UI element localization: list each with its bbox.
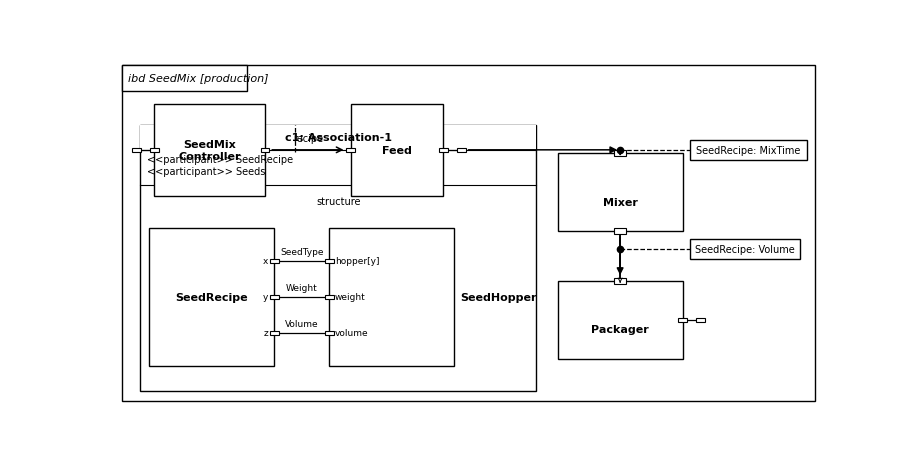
Text: weight: weight (335, 293, 366, 302)
Text: volume: volume (335, 329, 368, 337)
Bar (150, 148, 158, 153)
Text: Feed: Feed (382, 146, 412, 156)
Bar (330, 228, 454, 366)
Bar (439, 148, 448, 153)
Bar (140, 126, 536, 391)
Text: x: x (263, 257, 269, 266)
Bar (325, 259, 333, 263)
Bar (325, 295, 333, 299)
Bar (270, 331, 278, 335)
Bar (614, 278, 626, 284)
Bar (149, 228, 274, 366)
Bar (155, 105, 265, 196)
Text: structure: structure (316, 196, 360, 207)
Text: c1: Association-1: c1: Association-1 (285, 133, 391, 143)
Text: y: y (263, 293, 269, 302)
Text: hopper[y]: hopper[y] (335, 257, 379, 266)
Text: Mixer: Mixer (602, 197, 637, 207)
Text: SeedRecipe: MixTime: SeedRecipe: MixTime (696, 146, 800, 156)
Bar (261, 148, 269, 153)
Bar (122, 66, 247, 92)
Text: SeedType: SeedType (280, 248, 323, 257)
Bar (614, 229, 626, 235)
Text: ibd SeedMix [production]: ibd SeedMix [production] (128, 74, 269, 84)
Text: SeedRecipe: SeedRecipe (176, 292, 248, 302)
Bar (690, 140, 808, 160)
Bar (325, 331, 333, 335)
Text: Packager: Packager (591, 325, 649, 335)
Text: SeedMix
Controller: SeedMix Controller (179, 140, 241, 161)
Bar (690, 240, 800, 259)
Bar (140, 126, 536, 151)
Bar (457, 148, 466, 153)
Bar (557, 281, 682, 359)
Bar (351, 105, 444, 196)
Bar (678, 318, 687, 322)
Text: Weight: Weight (286, 284, 318, 292)
Bar (614, 151, 626, 157)
Text: SeedHopper: SeedHopper (460, 292, 536, 302)
Text: Volume: Volume (285, 319, 319, 329)
Bar (270, 295, 278, 299)
Text: z: z (263, 329, 269, 337)
Bar (557, 154, 682, 232)
Bar (133, 148, 141, 153)
Bar (346, 148, 355, 153)
Bar (270, 259, 278, 263)
Text: SeedRecipe: Volume: SeedRecipe: Volume (695, 245, 795, 254)
Bar (696, 318, 705, 322)
Text: <<participant>> SeedRecipe
<<participant>> Seeds: <<participant>> SeedRecipe <<participant… (147, 155, 294, 176)
Text: recipe: recipe (293, 134, 323, 144)
